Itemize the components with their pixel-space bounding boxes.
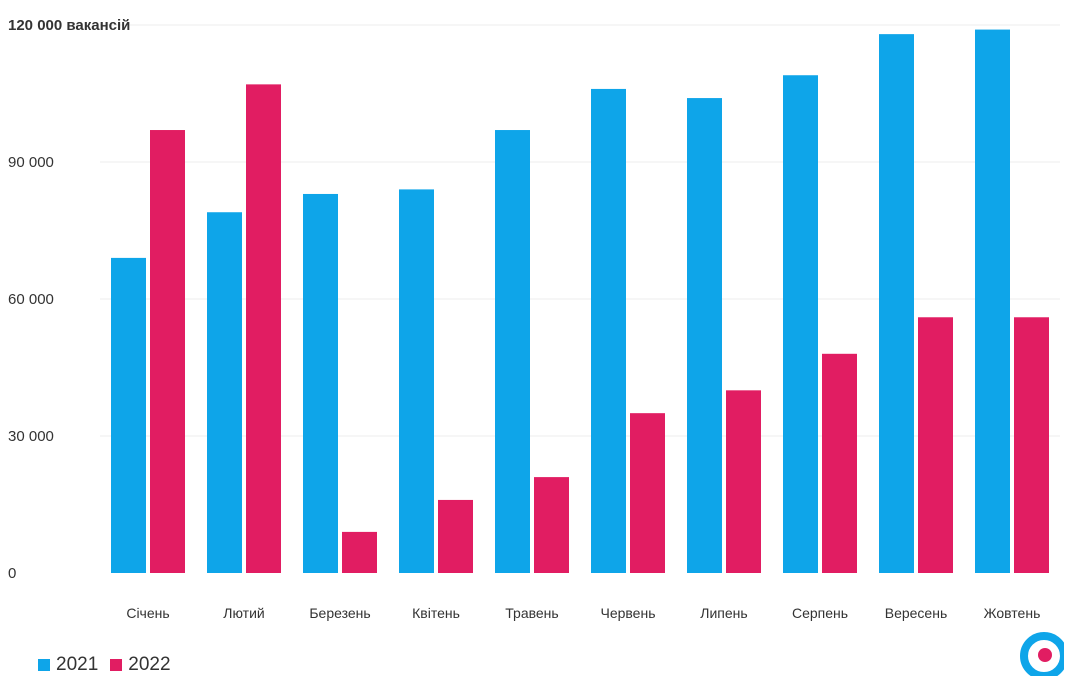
legend-swatch-2022 — [110, 659, 123, 671]
y-tick-label: 90 000 — [8, 154, 54, 171]
bar-chart: 0 30 000 60 000 90 000 120 000 вакансій Січе… — [8, 17, 1060, 621]
bar-2022 — [342, 531, 377, 573]
bar-2022 — [438, 499, 473, 573]
bar-2021 — [399, 189, 434, 573]
x-tick-label: Серпень — [792, 605, 848, 621]
bar-2021 — [783, 75, 818, 573]
bar-2021 — [495, 130, 530, 574]
x-tick-label: Вересень — [885, 605, 948, 621]
x-tick-label: Лютий — [223, 605, 264, 621]
legend: 2021 2022 — [38, 654, 177, 676]
bar-2021 — [303, 193, 338, 573]
logo-icon — [1020, 632, 1064, 676]
legend-label-2022: 2022 — [128, 654, 171, 675]
x-tick-label: Квітень — [412, 605, 460, 621]
bar-2022 — [630, 413, 665, 573]
legend-swatch-2021 — [38, 659, 50, 671]
bar-2021 — [591, 88, 626, 573]
bar-2021 — [687, 98, 722, 574]
legend-item-2022: 2022 — [110, 654, 171, 676]
bar-2022 — [150, 130, 185, 574]
bar-2021 — [111, 257, 146, 573]
y-axis-ticks: 0 30 000 60 000 90 000 120 000 вакансій — [8, 17, 130, 582]
y-tick-label: 60 000 — [8, 291, 54, 308]
grid — [100, 24, 1060, 437]
y-tick-label: 120 000 вакансій — [8, 17, 130, 34]
x-tick-label: Липень — [700, 605, 747, 621]
bar-2021 — [879, 34, 914, 573]
legend-item-2021: 2021 — [38, 654, 98, 676]
legend-label-2021: 2021 — [56, 654, 99, 675]
bar-2022 — [1014, 317, 1049, 573]
x-tick-label: Травень — [505, 605, 558, 621]
x-tick-label: Червень — [601, 605, 656, 621]
bar-2022 — [246, 84, 281, 573]
bars — [111, 29, 1049, 574]
bar-2022 — [918, 317, 953, 573]
y-tick-label: 30 000 — [8, 428, 54, 445]
bar-2022 — [534, 477, 569, 573]
y-tick-label: 0 — [8, 565, 16, 582]
x-tick-label: Жовтень — [984, 605, 1041, 621]
bar-2021 — [975, 29, 1010, 574]
bar-2021 — [207, 212, 242, 573]
x-axis-labels: Січень Лютий Березень Квітень Травень Червень… — [126, 605, 1040, 621]
x-tick-label: Січень — [126, 605, 169, 621]
bar-2022 — [726, 390, 761, 573]
x-tick-label: Березень — [309, 605, 370, 621]
bar-2022 — [822, 353, 857, 573]
